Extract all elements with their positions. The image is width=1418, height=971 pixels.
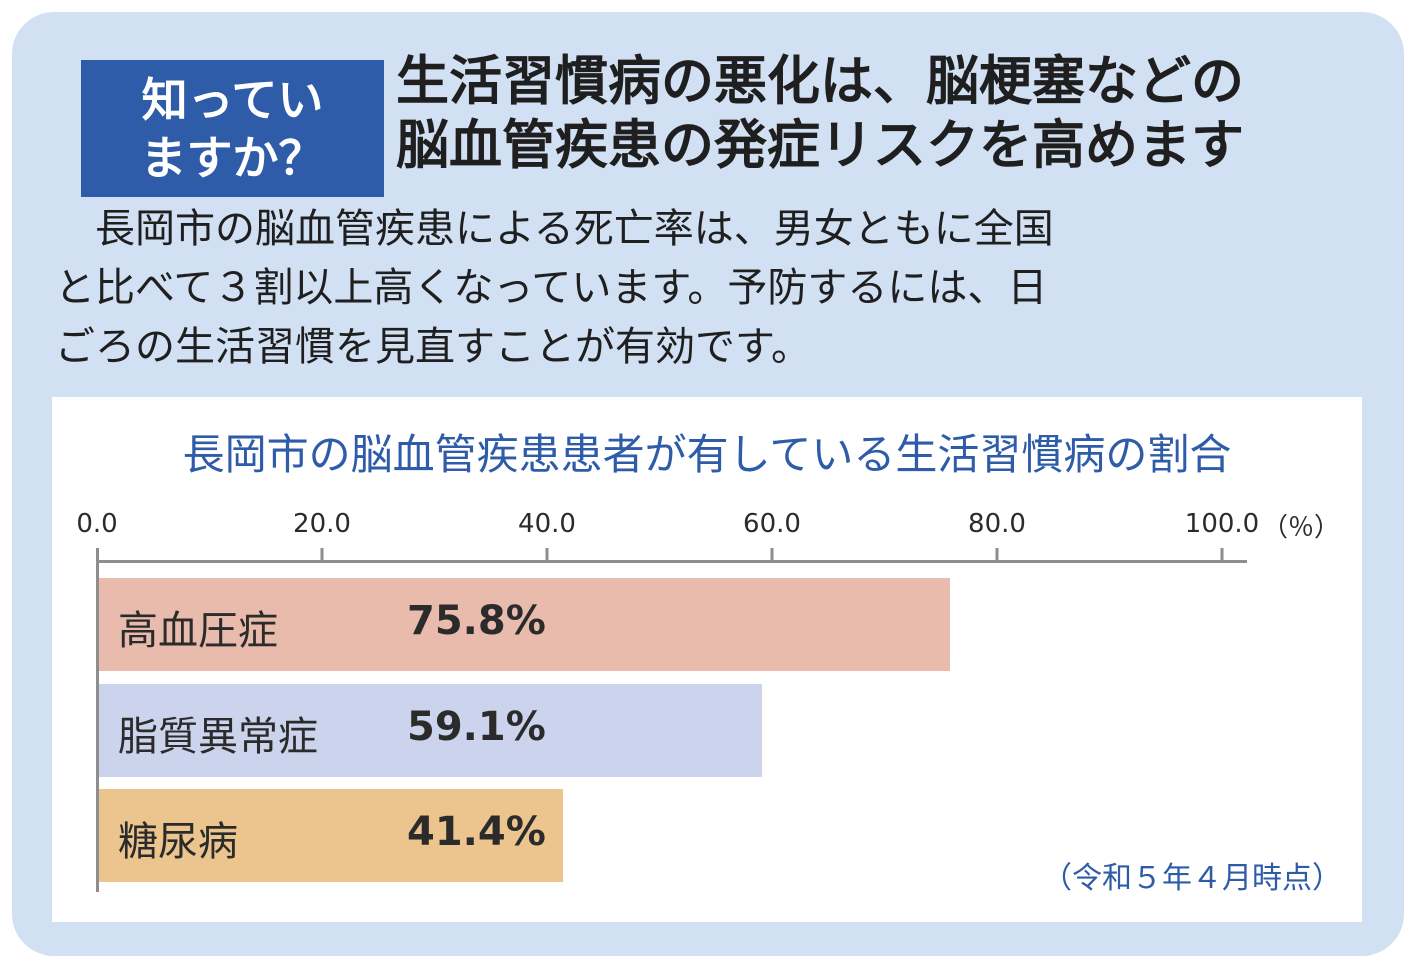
x-tick-mark: [1220, 548, 1224, 562]
bar-value-label: 41.4%: [407, 809, 546, 855]
x-tick-mark: [320, 548, 324, 562]
chart-panel: 長岡市の脳血管疾患患者が有している生活習慣病の割合 0.0 20.0 40.0 60.…: [52, 397, 1362, 922]
x-unit-label: （％）: [1262, 513, 1341, 543]
bar-category-label: 糖尿病: [118, 819, 238, 865]
x-tick-label: 20.0: [293, 509, 351, 539]
x-tick-label: 40.0: [518, 509, 576, 539]
x-tick-mark: [770, 548, 774, 562]
badge-line-2: ますか？: [140, 130, 325, 185]
chart-title: 長岡市の脳血管疾患患者が有している生活習慣病の割合: [182, 430, 1232, 479]
body-line-1: 長岡市の脳血管疾患による死亡率は、男女ともに全国: [55, 206, 1054, 252]
badge-line-1: 知ってい: [141, 72, 324, 127]
bar-1: [99, 578, 950, 671]
did-you-know-badge: 知ってい ますか？: [81, 60, 384, 197]
x-tick-mark: [995, 548, 999, 562]
x-tick-mark: [545, 548, 549, 562]
body-line-2: と比べて３割以上高くなっています。予防するには、日: [55, 265, 1048, 311]
headline-line-1: 生活習慣病の悪化は、脳梗塞などの: [396, 51, 1244, 112]
x-tick-label: 60.0: [743, 509, 801, 539]
bar-3: [99, 789, 563, 882]
x-tick-label: 0.0: [76, 509, 118, 539]
headline-line-2: 脳血管疾患の発症リスクを高めます: [396, 115, 1244, 176]
bar-category-label: 高血圧症: [118, 608, 278, 654]
date-note: （令和５年４月時点）: [1042, 861, 1342, 896]
headline: 生活習慣病の悪化は、脳梗塞などの 脳血管疾患の発症リスクを高めます: [396, 50, 1386, 178]
body-text: 長岡市の脳血管疾患による死亡率は、男女ともに全国 と比べて３割以上高くなっていま…: [55, 200, 1375, 377]
y-axis-line: [96, 548, 99, 892]
x-tick-label: 80.0: [968, 509, 1026, 539]
bar-category-label: 脂質異常症: [118, 714, 318, 760]
x-tick-label: 100.0: [1184, 509, 1260, 539]
bar-value-label: 59.1%: [407, 704, 546, 750]
x-axis-line: [97, 560, 1247, 563]
bar-value-label: 75.8%: [407, 598, 546, 644]
body-line-3: ごろの生活習慣を見直すことが有効です。: [55, 324, 811, 370]
bar-2: [99, 684, 762, 777]
